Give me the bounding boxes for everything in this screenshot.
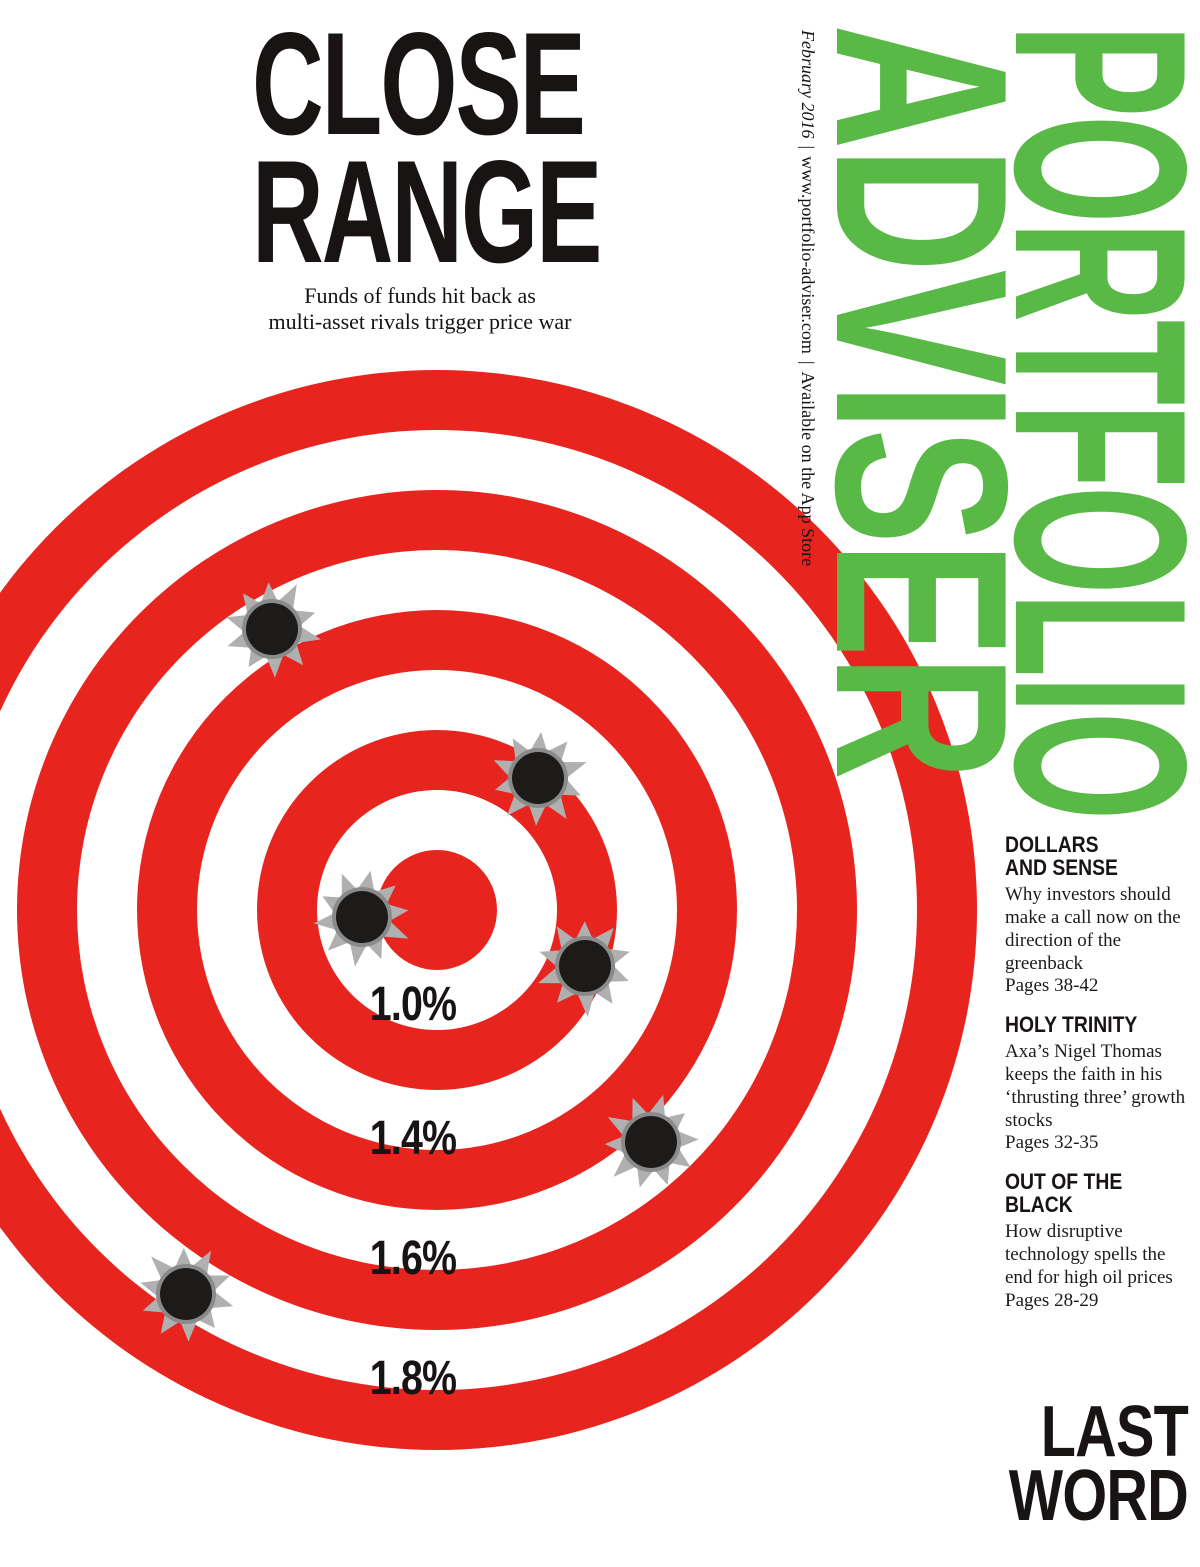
article-heading: AND SENSE [1005,855,1118,881]
article-heading: DOLLARS [1005,832,1099,857]
target-rings [0,370,977,1450]
subtitle-line-1: Funds of funds hit back as [304,283,536,308]
subtitle-line-2: multi-asset rivals trigger price war [268,308,572,334]
ring-label-2: 1.4% [369,1112,457,1165]
article-pages: Pages 28-29 [1005,1289,1099,1311]
article-heading: OUT OF THE [1005,1169,1123,1195]
headline-text: CLOSE [252,2,586,165]
masthead-text: ADVISER [785,24,1059,778]
article-pages: Pages 32-35 [1005,1132,1099,1154]
article-pages: Pages 38-42 [1005,975,1099,997]
article-heading: HOLY TRINITY [1005,1012,1138,1038]
ring-label-4: 1.8% [369,1352,457,1405]
article-heading: BLACK [1005,1192,1073,1218]
article-teaser-holy-trinity: HOLY TRINITY Axa’s Nigel Thomas keeps th… [1005,1013,1197,1155]
last-word-line-2: WORD [788,1456,1189,1536]
cover-headline: CLOSE RANGE [252,2,764,293]
last-word-line-1: LAST [788,1392,1189,1472]
article-teaser-column: DOLLARS AND SENSE Why investors should m… [1005,833,1197,1328]
ring-label-1: 1.0% [369,978,457,1031]
article-summary: How disruptive technology spells the end… [1005,1221,1173,1289]
article-teaser-out-of-the-black: OUT OF THE BLACK How disruptive technolo… [1005,1170,1197,1312]
masthead-title: PORTFOLIO ADVISER [785,24,1200,836]
headline-line-1: CLOSE [252,2,764,165]
article-summary: Why investors should make a call now on … [1005,884,1181,974]
cover-subtitle: Funds of funds hit back as multi-asset r… [240,283,600,335]
ring-label-3: 1.6% [369,1232,457,1285]
headline-text: RANGE [252,130,602,293]
last-word-text: LAST [1040,1392,1189,1472]
masthead: PORTFOLIO ADVISER [785,24,1200,836]
headline-line-2: RANGE [252,130,764,293]
article-teaser-dollars-and-sense: DOLLARS AND SENSE Why investors should m… [1005,833,1197,998]
article-summary: Axa’s Nigel Thomas keeps the faith in hi… [1005,1041,1186,1131]
last-word-text: WORD [1008,1456,1189,1536]
last-word-label: LAST WORD [788,1392,1189,1536]
masthead-word-2: ADVISER [785,24,1059,836]
